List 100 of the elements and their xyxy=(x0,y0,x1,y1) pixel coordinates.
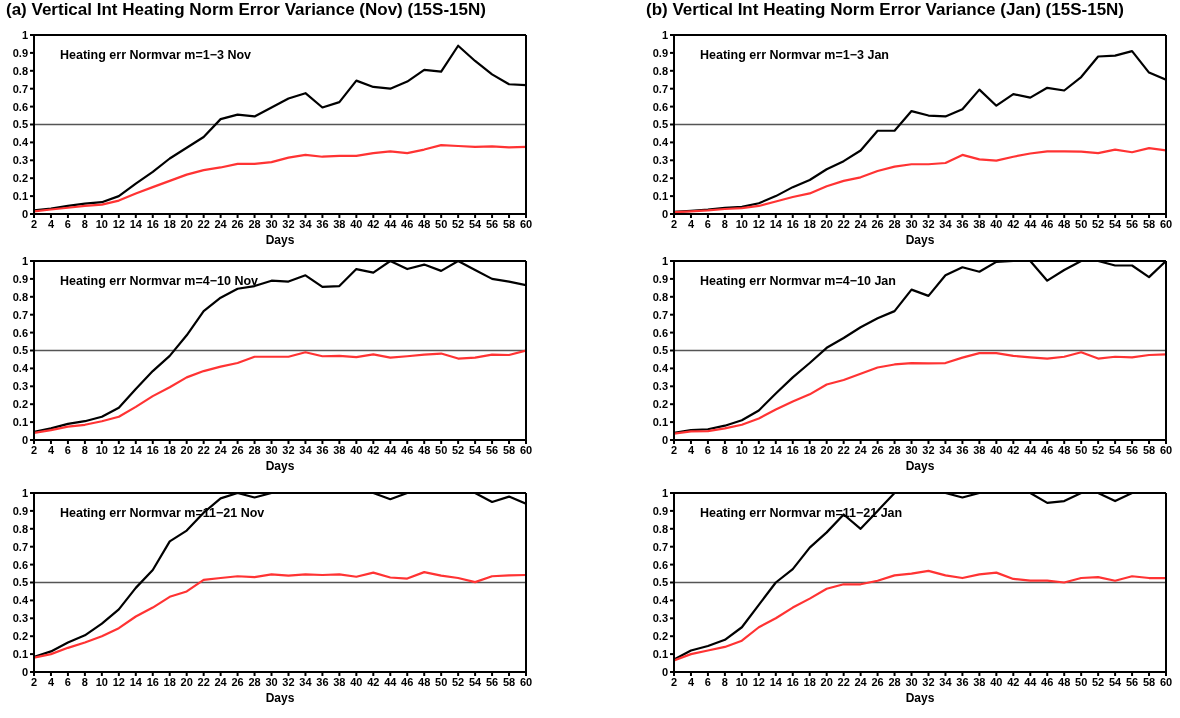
x-tick-label: 22 xyxy=(837,443,850,456)
y-tick-label: 0.6 xyxy=(12,558,28,571)
x-tick-label: 52 xyxy=(452,675,465,688)
x-tick-label: 52 xyxy=(1092,675,1105,688)
y-tick-label: 0.2 xyxy=(652,630,668,643)
x-tick-label: 30 xyxy=(265,443,278,456)
x-tick-label: 12 xyxy=(112,217,125,230)
x-tick-label: 2 xyxy=(30,443,38,456)
y-tick-label: 0.8 xyxy=(12,290,28,303)
x-tick-label: 40 xyxy=(990,675,1003,688)
y-tick-label: 0.1 xyxy=(652,190,668,203)
x-tick-label: 6 xyxy=(64,443,71,456)
x-tick-label: 20 xyxy=(820,217,833,230)
x-tick-label: 16 xyxy=(786,217,799,230)
x-tick-label: 22 xyxy=(197,443,210,456)
line-series xyxy=(674,569,1166,662)
x-tick-label: 42 xyxy=(1007,217,1020,230)
x-tick-label: 50 xyxy=(1075,217,1088,230)
y-tick-label: 0.7 xyxy=(12,308,28,321)
x-tick-label: 20 xyxy=(820,443,833,456)
x-tick-label: 50 xyxy=(435,675,448,688)
annotation: Heating err Normvar m=4−10 Nov xyxy=(60,274,259,288)
y-tick-label: 0.8 xyxy=(12,522,28,535)
x-tick-label: 34 xyxy=(299,217,313,230)
x-tick-label: 24 xyxy=(214,443,228,456)
x-tick-label: 26 xyxy=(871,675,884,688)
x-tick-label: 4 xyxy=(687,217,695,230)
y-tick-label: 1 xyxy=(21,28,28,41)
x-tick-label: 26 xyxy=(231,443,244,456)
x-tick-label: 60 xyxy=(1159,443,1173,456)
y-tick-label: 0.9 xyxy=(652,46,668,59)
x-tick-label: 26 xyxy=(871,217,884,230)
x-tick-label: 2 xyxy=(670,675,678,688)
y-tick-label: 0 xyxy=(661,433,668,446)
x-tick-label: 46 xyxy=(1041,675,1054,688)
x-tick-label: 8 xyxy=(721,443,728,456)
x-tick-label: 46 xyxy=(401,675,414,688)
y-tick-label: 0.1 xyxy=(652,648,668,661)
y-tick-label: 0.7 xyxy=(652,308,668,321)
x-tick-label: 24 xyxy=(854,675,868,688)
x-tick-label: 4 xyxy=(47,675,55,688)
x-tick-label: 60 xyxy=(1159,675,1173,688)
x-tick-label: 4 xyxy=(47,443,55,456)
y-tick-label: 0.1 xyxy=(12,190,28,203)
x-tick-label: 46 xyxy=(401,217,414,230)
x-tick-label: 36 xyxy=(316,675,329,688)
x-tick-label: 36 xyxy=(316,443,329,456)
y-tick-label: 0.8 xyxy=(652,522,668,535)
y-tick-label: 0.5 xyxy=(12,118,28,131)
x-tick-label: 18 xyxy=(803,217,816,230)
y-tick-label: 0.1 xyxy=(652,416,668,429)
x-tick-label: 54 xyxy=(1108,675,1123,688)
x-tick-label: 18 xyxy=(163,217,176,230)
y-tick-label: 1 xyxy=(661,254,668,267)
x-tick-label: 2 xyxy=(30,217,38,230)
x-tick-label: 14 xyxy=(129,443,143,456)
x-tick-label: 32 xyxy=(922,217,935,230)
y-tick-label: 0 xyxy=(21,665,28,678)
x-tick-label: 30 xyxy=(265,217,278,230)
x-tick-label: 10 xyxy=(735,443,748,456)
x-tick-label: 14 xyxy=(129,675,143,688)
y-tick-label: 0.7 xyxy=(652,82,668,95)
x-tick-label: 2 xyxy=(670,443,678,456)
x-tick-label: 34 xyxy=(299,675,313,688)
x-tick-label: 22 xyxy=(197,217,210,230)
x-tick-label: 56 xyxy=(1125,675,1139,688)
y-tick-label: 0.3 xyxy=(652,380,668,393)
x-tick-label: 10 xyxy=(95,675,108,688)
x-tick-label: 28 xyxy=(248,675,261,688)
x-axis-title: Days xyxy=(905,459,935,473)
x-tick-label: 38 xyxy=(973,675,986,688)
y-tick-label: 1 xyxy=(661,486,668,499)
x-tick-label: 6 xyxy=(704,443,711,456)
x-tick-label: 20 xyxy=(180,217,193,230)
x-tick-label: 30 xyxy=(905,443,918,456)
x-tick-label: 12 xyxy=(752,217,765,230)
y-tick-label: 0.8 xyxy=(652,290,668,303)
y-tick-label: 0.6 xyxy=(652,326,668,339)
x-tick-label: 42 xyxy=(1007,443,1020,456)
x-tick-label: 52 xyxy=(452,443,465,456)
x-tick-label: 28 xyxy=(888,675,901,688)
x-tick-label: 18 xyxy=(163,443,176,456)
x-tick-label: 40 xyxy=(350,675,363,688)
y-tick-label: 0.1 xyxy=(12,416,28,429)
x-tick-label: 32 xyxy=(282,217,295,230)
x-tick-label: 18 xyxy=(803,443,816,456)
x-axis-title: Days xyxy=(265,233,295,247)
x-tick-label: 58 xyxy=(502,443,516,456)
x-tick-label: 42 xyxy=(367,675,380,688)
x-tick-label: 52 xyxy=(452,217,465,230)
x-tick-label: 54 xyxy=(1108,217,1123,230)
y-tick-label: 0 xyxy=(661,207,668,220)
y-tick-label: 0.9 xyxy=(12,504,28,517)
x-tick-label: 14 xyxy=(769,443,783,456)
x-tick-label: 28 xyxy=(248,443,261,456)
x-tick-label: 44 xyxy=(1024,217,1038,230)
x-tick-label: 50 xyxy=(1075,443,1088,456)
annotation: Heating err Normvar m=11−21 Jan xyxy=(700,506,903,520)
y-tick-label: 0.9 xyxy=(652,272,668,285)
y-tick-label: 0.2 xyxy=(652,398,668,411)
